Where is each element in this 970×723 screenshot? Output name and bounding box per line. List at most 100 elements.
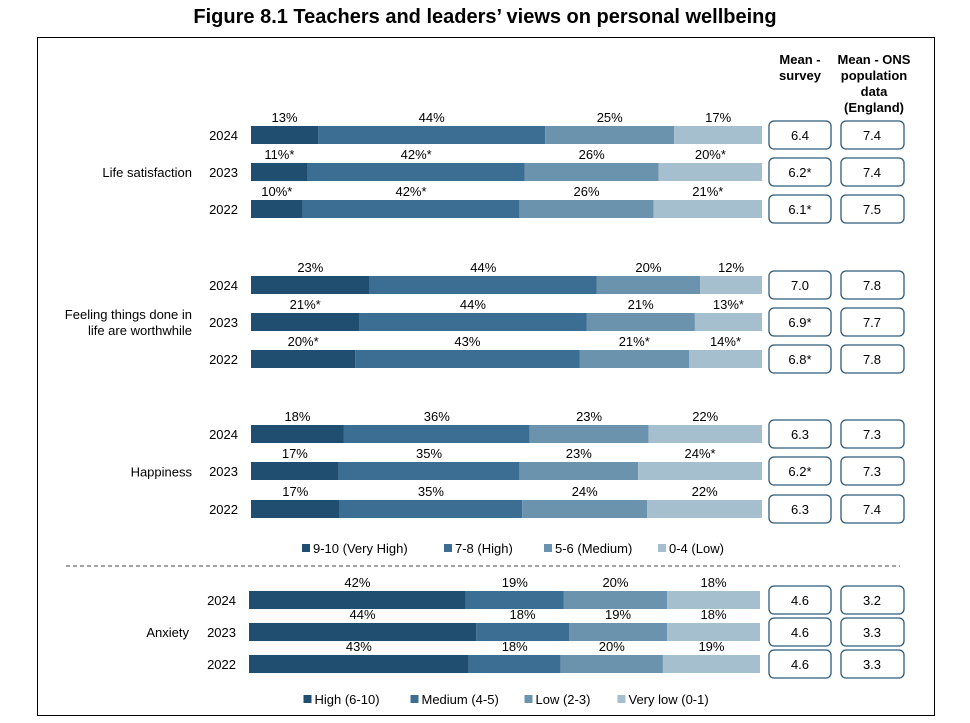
data-label: 19%	[502, 575, 528, 590]
year-label: 2023	[209, 315, 238, 330]
mean-ons-box	[840, 585, 905, 615]
data-label: 42%	[344, 575, 370, 590]
data-label: 17%	[282, 446, 308, 461]
bar-segment	[563, 591, 668, 609]
mean-survey-box	[768, 344, 832, 374]
bar-segment	[343, 425, 530, 443]
bar-segment	[596, 276, 701, 294]
bar-segment	[524, 163, 659, 181]
mean-ons-box	[840, 307, 905, 337]
bar-segment	[586, 313, 695, 331]
mean-survey-value: 6.3	[791, 502, 809, 517]
legend-swatch	[302, 544, 310, 552]
mean-ons-box	[840, 344, 905, 374]
data-label: 21%	[628, 297, 654, 312]
bar-segment	[339, 500, 523, 518]
bar-segment	[468, 655, 561, 673]
bar-segment	[689, 350, 762, 368]
legend-swatch	[617, 695, 626, 703]
data-label: 22%	[692, 409, 718, 424]
data-label: 22%	[692, 484, 718, 499]
bar-segment	[251, 313, 360, 331]
bar-segment	[307, 163, 525, 181]
data-label: 21%*	[692, 184, 723, 199]
mean-survey-box	[768, 307, 832, 337]
mean-survey-value: 6.1*	[788, 202, 811, 217]
chart-frame	[37, 37, 935, 716]
year-label: 2022	[209, 202, 238, 217]
data-label: 20%	[635, 260, 661, 275]
mean-survey-box	[768, 120, 832, 150]
bar-segment	[653, 200, 762, 218]
mean-survey-value: 4.6	[791, 625, 809, 640]
data-label: 42%*	[395, 184, 426, 199]
bar-segment	[338, 462, 520, 480]
mean-ons-value: 7.4	[863, 165, 881, 180]
data-label: 10%*	[261, 184, 292, 199]
bar-segment	[359, 313, 587, 331]
data-label: 44%	[350, 607, 376, 622]
legend-label: Low (2-3)	[536, 692, 591, 707]
mean-ons-box	[840, 494, 905, 524]
bar-segment	[369, 276, 597, 294]
year-label: 2022	[207, 657, 236, 672]
header-mean-survey: Mean - survey	[779, 52, 821, 83]
mean-survey-value: 6.4	[791, 128, 809, 143]
bar-segment	[249, 655, 469, 673]
bar-segment	[249, 623, 477, 641]
legend-swatch	[303, 695, 312, 703]
data-label: 21%*	[619, 334, 650, 349]
bar-segment	[465, 591, 564, 609]
bar-segment	[674, 126, 762, 144]
data-label: 14%*	[710, 334, 741, 349]
bar-segment	[658, 163, 762, 181]
data-label: 11%*	[264, 147, 294, 162]
year-label: 2023	[209, 165, 238, 180]
bar-segment	[662, 655, 760, 673]
mean-ons-value: 7.5	[863, 202, 881, 217]
year-label: 2022	[209, 352, 238, 367]
data-label: 25%	[597, 110, 623, 125]
mean-ons-value: 3.2	[863, 593, 881, 608]
data-label: 12%	[718, 260, 744, 275]
data-label: 21%*	[290, 297, 321, 312]
mean-survey-box	[768, 194, 832, 224]
legend-swatch	[658, 544, 666, 552]
bar-segment	[519, 200, 654, 218]
mean-survey-box	[768, 419, 832, 449]
mean-survey-box	[768, 270, 832, 300]
data-label: 20%	[602, 575, 628, 590]
data-label: 13%*	[713, 297, 744, 312]
data-label: 23%	[566, 446, 592, 461]
bar-segment	[700, 276, 762, 294]
mean-survey-value: 6.9*	[788, 315, 811, 330]
bar-segment	[638, 462, 762, 480]
mean-survey-box	[768, 617, 832, 647]
bar-segment	[251, 163, 308, 181]
mean-ons-value: 7.7	[863, 315, 881, 330]
legend-swatch	[444, 544, 452, 552]
data-label: 17%	[705, 110, 731, 125]
bar-segment	[529, 425, 649, 443]
data-label: 36%	[424, 409, 450, 424]
mean-ons-value: 3.3	[863, 625, 881, 640]
data-label: 18%	[701, 607, 727, 622]
bar-segment	[302, 200, 520, 218]
legend-swatch	[524, 695, 533, 703]
mean-survey-box	[768, 585, 832, 615]
legend-label: 0-4 (Low)	[669, 541, 724, 556]
mean-ons-box	[840, 456, 905, 486]
group-label-0-0: Life satisfaction	[102, 165, 192, 180]
bar-segment	[355, 350, 580, 368]
data-label: 24%	[572, 484, 598, 499]
mean-survey-box	[768, 494, 832, 524]
data-label: 43%	[346, 639, 372, 654]
mean-ons-box	[840, 157, 905, 187]
data-label: 23%	[576, 409, 602, 424]
mean-ons-value: 3.3	[863, 657, 881, 672]
legend-label: 5-6 (Medium)	[555, 541, 632, 556]
mean-survey-box	[768, 649, 832, 679]
group-label-0-1: Feeling things done in	[65, 307, 192, 322]
bar-segment	[318, 126, 546, 144]
bar-segment	[251, 500, 340, 518]
